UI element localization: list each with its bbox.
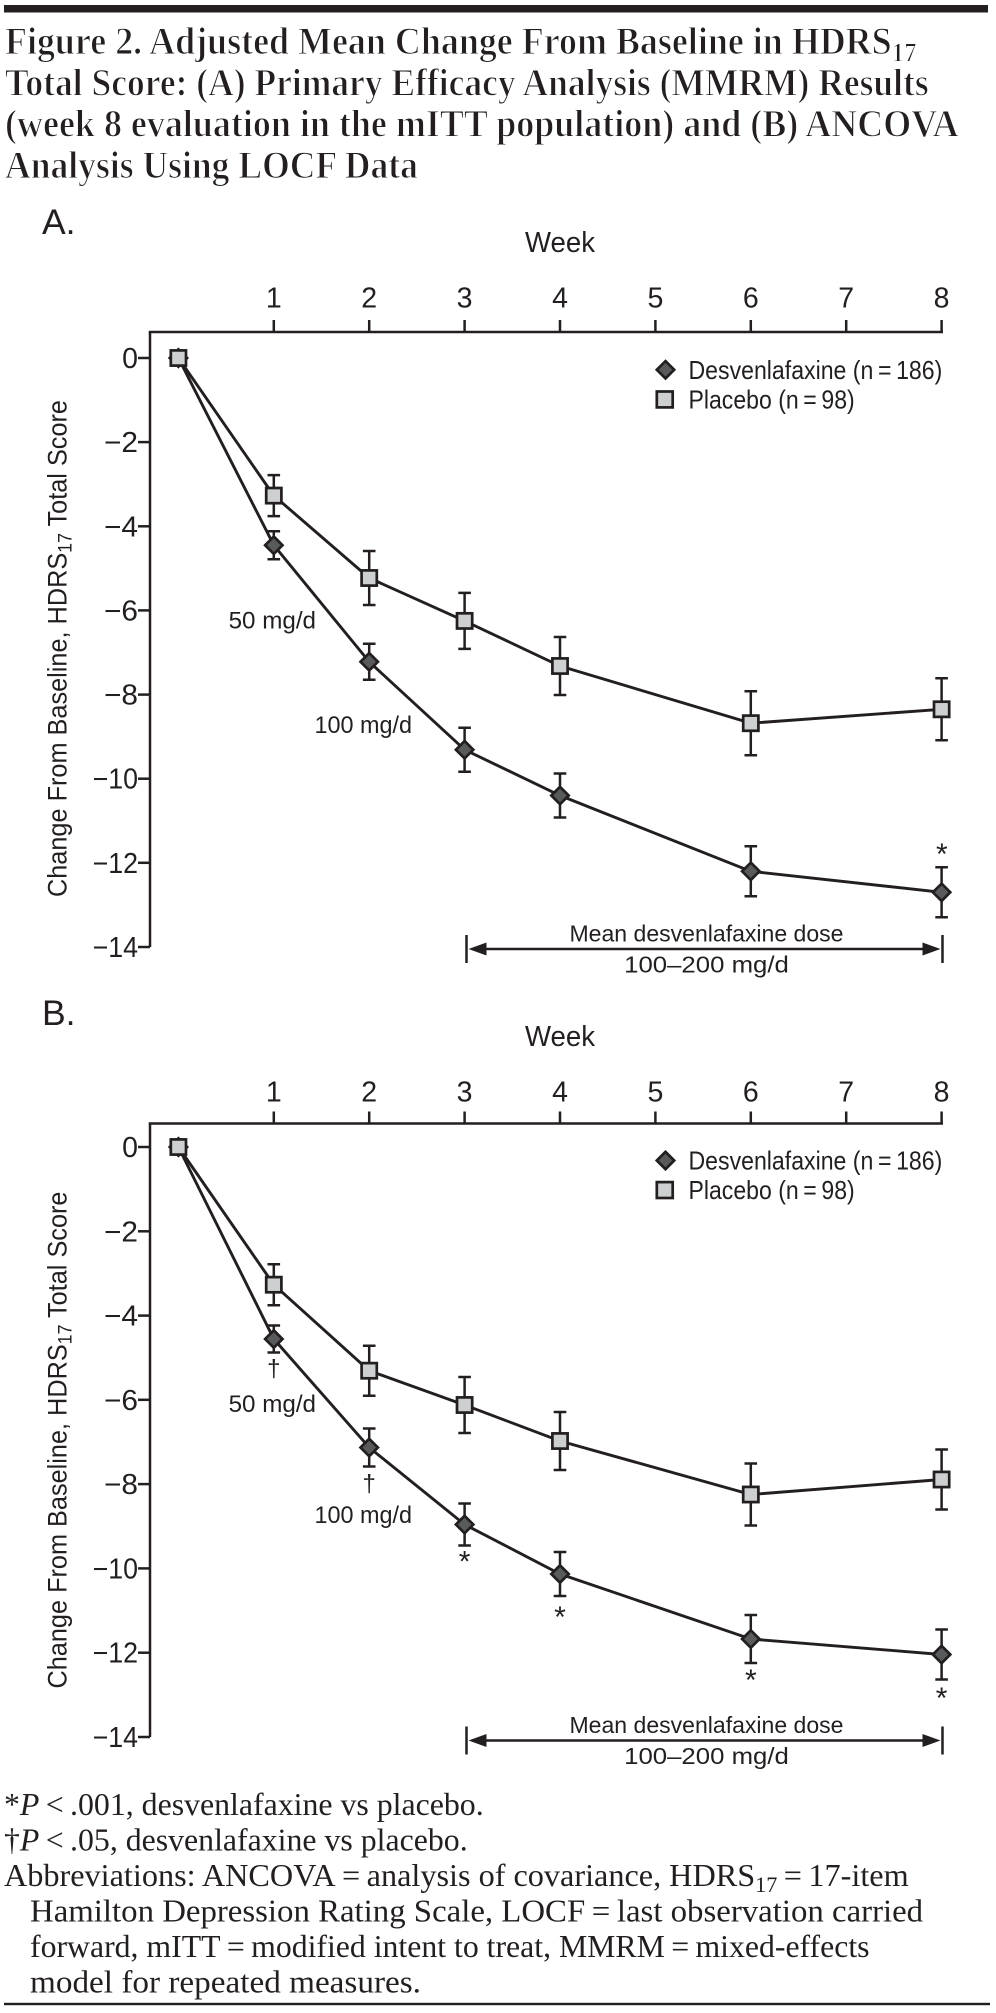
svg-text:Mean desvenlafaxine dose: Mean desvenlafaxine dose — [570, 1712, 844, 1738]
svg-text:Abbreviations: ANCOVA = analys: Abbreviations: ANCOVA = analysis of cova… — [4, 1857, 909, 1897]
svg-text:A.: A. — [42, 202, 76, 242]
svg-text:3: 3 — [457, 282, 473, 314]
svg-text:−12: −12 — [93, 848, 138, 880]
svg-text:−8: −8 — [104, 680, 138, 712]
svg-text:7: 7 — [838, 1077, 854, 1109]
svg-text:(week 8 evaluation in the mITT: (week 8 evaluation in the mITT populatio… — [5, 103, 959, 146]
svg-text:Change From Baseline, HDRS17 T: Change From Baseline, HDRS17 Total Score — [43, 1192, 77, 1689]
svg-text:*P < .001, desvenlafaxine vs p: *P < .001, desvenlafaxine vs placebo. — [4, 1787, 484, 1822]
svg-text:−6: −6 — [104, 1385, 138, 1417]
svg-text:†: † — [363, 1471, 376, 1498]
svg-text:8: 8 — [934, 282, 950, 314]
svg-text:5: 5 — [647, 1077, 663, 1109]
svg-text:−10: −10 — [93, 1553, 138, 1585]
svg-text:−2: −2 — [104, 427, 138, 459]
svg-text:100–200 mg/d: 100–200 mg/d — [624, 1743, 789, 1769]
svg-text:Desvenlafaxine (n = 186): Desvenlafaxine (n = 186) — [689, 355, 943, 385]
svg-text:3: 3 — [457, 1077, 473, 1109]
svg-text:−12: −12 — [93, 1638, 138, 1670]
svg-text:6: 6 — [743, 1077, 759, 1109]
svg-text:Figure 2. Adjusted Mean Change: Figure 2. Adjusted Mean Change From Base… — [5, 21, 917, 67]
svg-text:Change From Baseline, HDRS17 T: Change From Baseline, HDRS17 Total Score — [43, 400, 77, 897]
svg-text:50 mg/d: 50 mg/d — [229, 1391, 316, 1418]
svg-text:Hamilton Depression Rating Sca: Hamilton Depression Rating Scale, LOCF =… — [30, 1894, 923, 1930]
svg-text:50 mg/d: 50 mg/d — [229, 608, 316, 635]
svg-text:Week: Week — [525, 1021, 596, 1053]
svg-text:8: 8 — [934, 1077, 950, 1109]
svg-text:−14: −14 — [93, 932, 139, 964]
svg-text:forward, mITT = modified inten: forward, mITT = modified intent to treat… — [30, 1929, 870, 1964]
svg-text:2: 2 — [361, 282, 377, 314]
svg-text:†P < .05, desvenlafaxine vs pl: †P < .05, desvenlafaxine vs placebo. — [4, 1822, 468, 1857]
svg-text:Total Score: (A) Primary Effic: Total Score: (A) Primary Efficacy Analys… — [5, 62, 929, 105]
svg-text:*: * — [459, 1546, 471, 1579]
svg-text:100 mg/d: 100 mg/d — [315, 1502, 413, 1529]
svg-text:0: 0 — [122, 343, 138, 375]
svg-text:−4: −4 — [104, 511, 138, 543]
svg-text:−4: −4 — [104, 1301, 138, 1333]
svg-text:B.: B. — [42, 993, 76, 1033]
svg-text:*: * — [936, 838, 948, 871]
svg-text:2: 2 — [361, 1077, 377, 1109]
svg-text:1: 1 — [266, 282, 282, 314]
svg-text:100–200 mg/d: 100–200 mg/d — [624, 952, 789, 978]
svg-text:Placebo (n = 98): Placebo (n = 98) — [689, 1175, 855, 1205]
svg-text:−10: −10 — [93, 764, 138, 796]
svg-text:Mean desvenlafaxine dose: Mean desvenlafaxine dose — [570, 921, 844, 947]
svg-text:Placebo (n = 98): Placebo (n = 98) — [689, 384, 855, 414]
svg-text:*: * — [936, 1682, 948, 1715]
svg-text:−2: −2 — [104, 1216, 138, 1248]
svg-text:−6: −6 — [104, 595, 138, 627]
svg-text:*: * — [745, 1664, 757, 1697]
svg-text:4: 4 — [552, 282, 568, 314]
svg-text:5: 5 — [647, 282, 663, 314]
svg-text:0: 0 — [122, 1132, 138, 1164]
svg-text:Desvenlafaxine (n = 186): Desvenlafaxine (n = 186) — [689, 1145, 943, 1175]
svg-text:*: * — [554, 1601, 566, 1634]
svg-text:4: 4 — [552, 1077, 568, 1109]
svg-text:Week: Week — [525, 227, 596, 259]
svg-text:Analysis Using LOCF Data: Analysis Using LOCF Data — [5, 144, 418, 187]
svg-text:†: † — [267, 1355, 280, 1382]
svg-text:1: 1 — [266, 1077, 282, 1109]
svg-text:100 mg/d: 100 mg/d — [315, 712, 413, 739]
svg-text:−8: −8 — [104, 1469, 138, 1501]
svg-text:model for repeated measures.: model for repeated measures. — [30, 1965, 421, 2000]
svg-text:6: 6 — [743, 282, 759, 314]
svg-text:−14: −14 — [93, 1722, 139, 1754]
svg-text:7: 7 — [838, 282, 854, 314]
